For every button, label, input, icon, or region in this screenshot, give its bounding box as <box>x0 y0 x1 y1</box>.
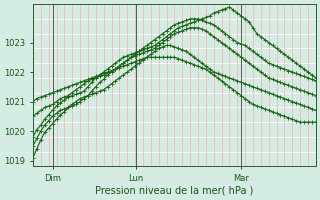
X-axis label: Pression niveau de la mer( hPa ): Pression niveau de la mer( hPa ) <box>95 186 253 196</box>
